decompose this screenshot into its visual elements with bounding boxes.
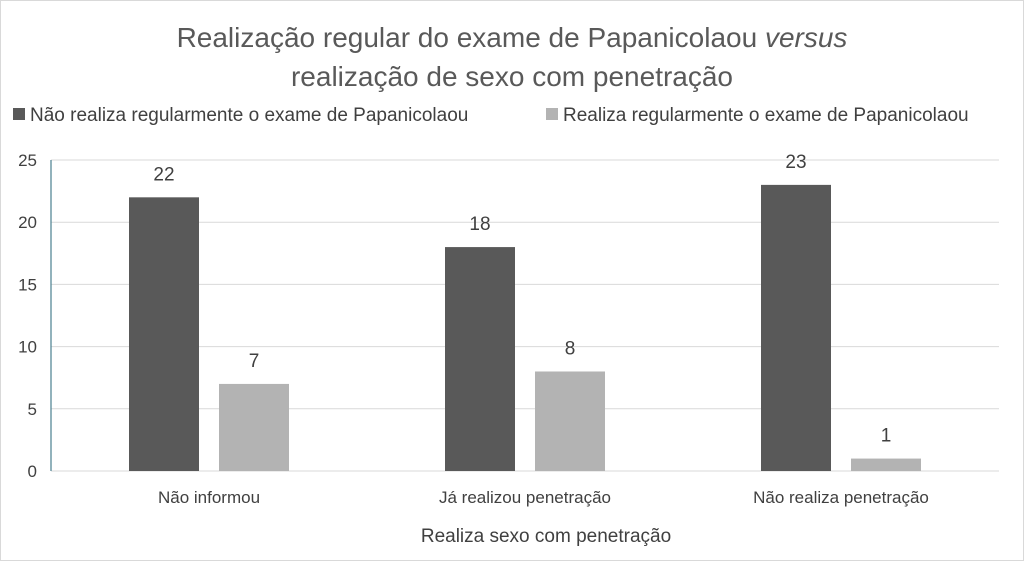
bars	[129, 184, 921, 471]
category-labels: Não informou Já realizou penetração Não re…	[158, 488, 929, 507]
data-label: 8	[565, 338, 576, 359]
y-tick-label: 5	[28, 400, 37, 419]
y-axis-ticks: 0 5 10 15 20 25	[18, 151, 37, 481]
legend-swatch	[546, 108, 558, 120]
data-label: 7	[249, 351, 260, 372]
category-label: Já realizou penetração	[439, 488, 611, 507]
data-label: 22	[153, 164, 174, 185]
bar	[219, 383, 289, 471]
x-axis-title: Realiza sexo com penetração	[421, 526, 671, 547]
y-tick-label: 10	[18, 338, 37, 357]
chart-title-main: Realização regular do exame de Papanicol…	[177, 22, 758, 53]
legend-label: Realiza regularmente o exame de Papanico…	[563, 105, 969, 126]
data-label: 23	[785, 152, 806, 173]
y-tick-label: 25	[18, 151, 37, 170]
bar	[761, 184, 831, 471]
bar	[535, 371, 605, 471]
chart-title-line2: realização de sexo com penetração	[291, 61, 733, 92]
bar	[445, 247, 515, 471]
legend-swatch	[13, 108, 25, 120]
y-tick-label: 0	[28, 462, 37, 481]
bar	[129, 197, 199, 471]
chart-title-italic: versus	[765, 22, 847, 53]
legend: Não realiza regularmente o exame de Papa…	[13, 105, 969, 126]
category-label: Não informou	[158, 488, 260, 507]
data-label: 1	[881, 426, 892, 447]
data-labels: 22 7 18 8 23 1	[153, 152, 891, 447]
y-tick-label: 15	[18, 275, 37, 294]
gridlines	[50, 159, 999, 472]
chart-title-line1: Realização regular do exame de Papanicol…	[177, 22, 848, 53]
y-tick-label: 20	[18, 213, 37, 232]
legend-label: Não realiza regularmente o exame de Papa…	[30, 105, 468, 126]
category-label: Não realiza penetração	[753, 488, 929, 507]
data-label: 18	[469, 214, 490, 235]
bar	[851, 458, 921, 471]
